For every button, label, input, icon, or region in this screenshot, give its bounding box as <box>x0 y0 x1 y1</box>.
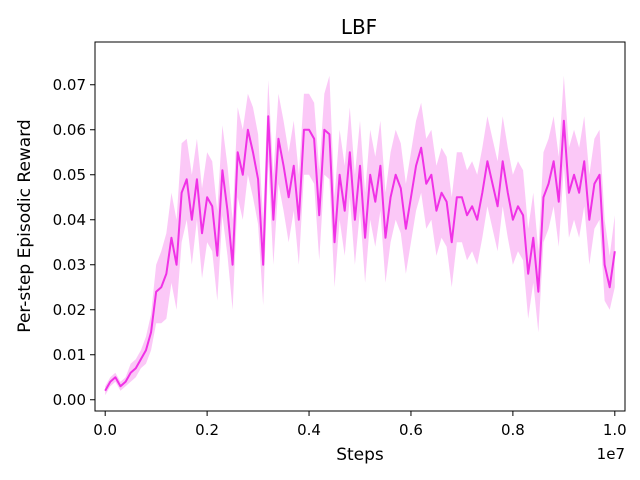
x-tick-label: 0.6 <box>399 421 423 439</box>
x-axis-label: Steps <box>336 445 384 465</box>
x-tick-label: 0.8 <box>501 421 525 439</box>
y-tick-label: 0.01 <box>53 346 86 364</box>
y-tick-label: 0.02 <box>53 301 86 319</box>
chart-title: LBF <box>341 15 377 39</box>
x-axis-ticks: 0.0 0.2 0.4 0.6 0.8 1.0 <box>93 411 627 439</box>
y-tick-label: 0.05 <box>53 166 86 184</box>
y-axis-label: Per-step Episodic Reward <box>15 119 35 332</box>
y-axis-ticks: 0.00 0.01 0.02 0.03 0.04 0.05 0.06 0.07 <box>53 76 95 409</box>
axes-frame <box>94 41 626 412</box>
x-tick-label: 0.4 <box>297 421 321 439</box>
y-tick-label: 0.03 <box>53 256 86 274</box>
x-axis-offset-label: 1e7 <box>597 445 625 463</box>
y-tick-label: 0.04 <box>53 211 86 229</box>
x-tick-label: 1.0 <box>603 421 627 439</box>
x-tick-label: 0.2 <box>195 421 219 439</box>
x-tick-label: 0.0 <box>93 421 117 439</box>
confidence-band <box>105 75 615 396</box>
plot-area <box>104 75 616 396</box>
y-tick-label: 0.07 <box>53 76 86 94</box>
mean-reward-line <box>104 115 616 392</box>
y-tick-label: 0.06 <box>53 121 86 139</box>
y-tick-label: 0.00 <box>53 391 86 409</box>
